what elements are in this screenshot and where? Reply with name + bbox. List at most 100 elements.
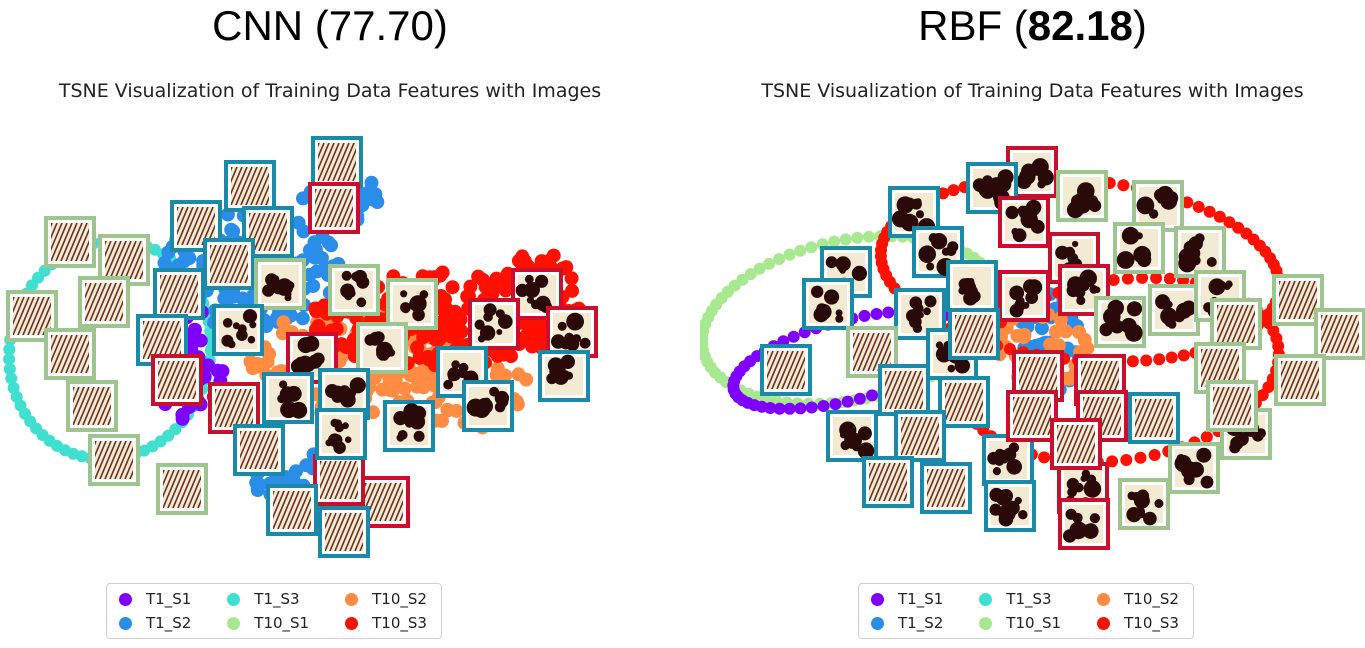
stripe: [872, 333, 890, 371]
stripe: [213, 470, 229, 508]
stripe: [244, 273, 248, 283]
point: [448, 304, 463, 319]
point: [1165, 351, 1178, 364]
point: [1080, 341, 1095, 356]
point: [291, 215, 306, 230]
point: [497, 347, 512, 362]
blob: [466, 398, 485, 417]
stripe: [273, 491, 285, 520]
thumbnail-striped-texture: [44, 216, 96, 268]
blob: [1167, 320, 1177, 329]
blob: [1252, 429, 1264, 442]
stripe: [1042, 413, 1051, 435]
stripe: [139, 269, 143, 279]
stripe: [1017, 397, 1035, 435]
blob: [222, 318, 233, 328]
stripe: [119, 241, 137, 279]
blob: [978, 183, 991, 197]
stripe: [344, 513, 362, 551]
stripe: [945, 383, 957, 412]
legend-item-t10_s2: T10_S2: [1097, 590, 1179, 608]
stripe: [1305, 366, 1319, 399]
stripe: [1217, 305, 1234, 343]
stripe: [1281, 361, 1293, 390]
stripe: [1038, 357, 1056, 395]
stripe: [160, 275, 172, 304]
point: [1223, 216, 1236, 229]
point: [787, 330, 800, 343]
stripe: [857, 333, 875, 371]
stripe: [157, 321, 175, 359]
blob: [483, 397, 491, 405]
point: [783, 248, 796, 261]
thumbnail-blob-texture: [1094, 296, 1146, 348]
blob: [325, 439, 333, 447]
stripe: [263, 213, 281, 251]
point: [1029, 338, 1044, 353]
point: [519, 372, 534, 387]
stripe: [945, 383, 962, 421]
thumbnail-striped-texture: [1076, 390, 1128, 442]
stripe: [1251, 333, 1255, 343]
stripe: [1308, 297, 1317, 319]
stripe: [905, 417, 923, 455]
blob: [448, 373, 456, 382]
blob: [572, 334, 581, 343]
stripe: [853, 333, 860, 350]
point: [1106, 455, 1119, 468]
blob: [1116, 251, 1135, 269]
point: [828, 235, 841, 248]
blob: [413, 430, 425, 442]
stripe: [118, 387, 134, 425]
blob: [998, 504, 1016, 522]
stripe: [334, 189, 352, 227]
stripe: [930, 433, 939, 455]
point: [1063, 371, 1078, 386]
stripe: [99, 441, 117, 479]
stripe: [278, 229, 287, 251]
blob: [279, 380, 288, 389]
stripe: [888, 463, 906, 501]
stripe: [1213, 387, 1230, 425]
stripe: [1048, 373, 1057, 395]
blob: [247, 335, 256, 344]
stripe: [162, 361, 180, 399]
stripe: [873, 463, 891, 501]
stripe: [95, 441, 102, 458]
blob: [1136, 489, 1150, 503]
blob: [1008, 442, 1020, 453]
blob: [813, 307, 829, 323]
point: [1256, 389, 1269, 402]
cnn-chart-title: TSNE Visualization of Training Data Feat…: [58, 80, 602, 102]
point: [1150, 272, 1163, 284]
point: [445, 280, 460, 295]
blob: [402, 306, 410, 314]
blob: [285, 385, 302, 402]
stripe: [231, 167, 248, 205]
point: [177, 253, 192, 268]
stripe: [1295, 361, 1313, 399]
blob: [342, 422, 349, 430]
blob: [524, 274, 534, 284]
stripe: [51, 335, 63, 364]
stripe: [885, 371, 897, 400]
stripe: [292, 491, 310, 529]
blob: [846, 432, 862, 448]
blob: [1176, 454, 1186, 463]
stripe: [234, 389, 252, 427]
blob: [286, 281, 295, 290]
stripe: [214, 245, 232, 283]
blob: [915, 210, 925, 219]
stripe: [85, 283, 92, 300]
stripe: [264, 436, 278, 469]
point: [858, 309, 871, 322]
stripe: [51, 335, 68, 373]
stripe: [949, 383, 967, 421]
blob: [1018, 510, 1028, 520]
stripe: [862, 333, 880, 371]
blob: [1076, 296, 1086, 306]
blob: [337, 389, 345, 398]
stripe: [106, 335, 122, 373]
stripe: [315, 189, 322, 206]
stripe: [277, 491, 295, 529]
